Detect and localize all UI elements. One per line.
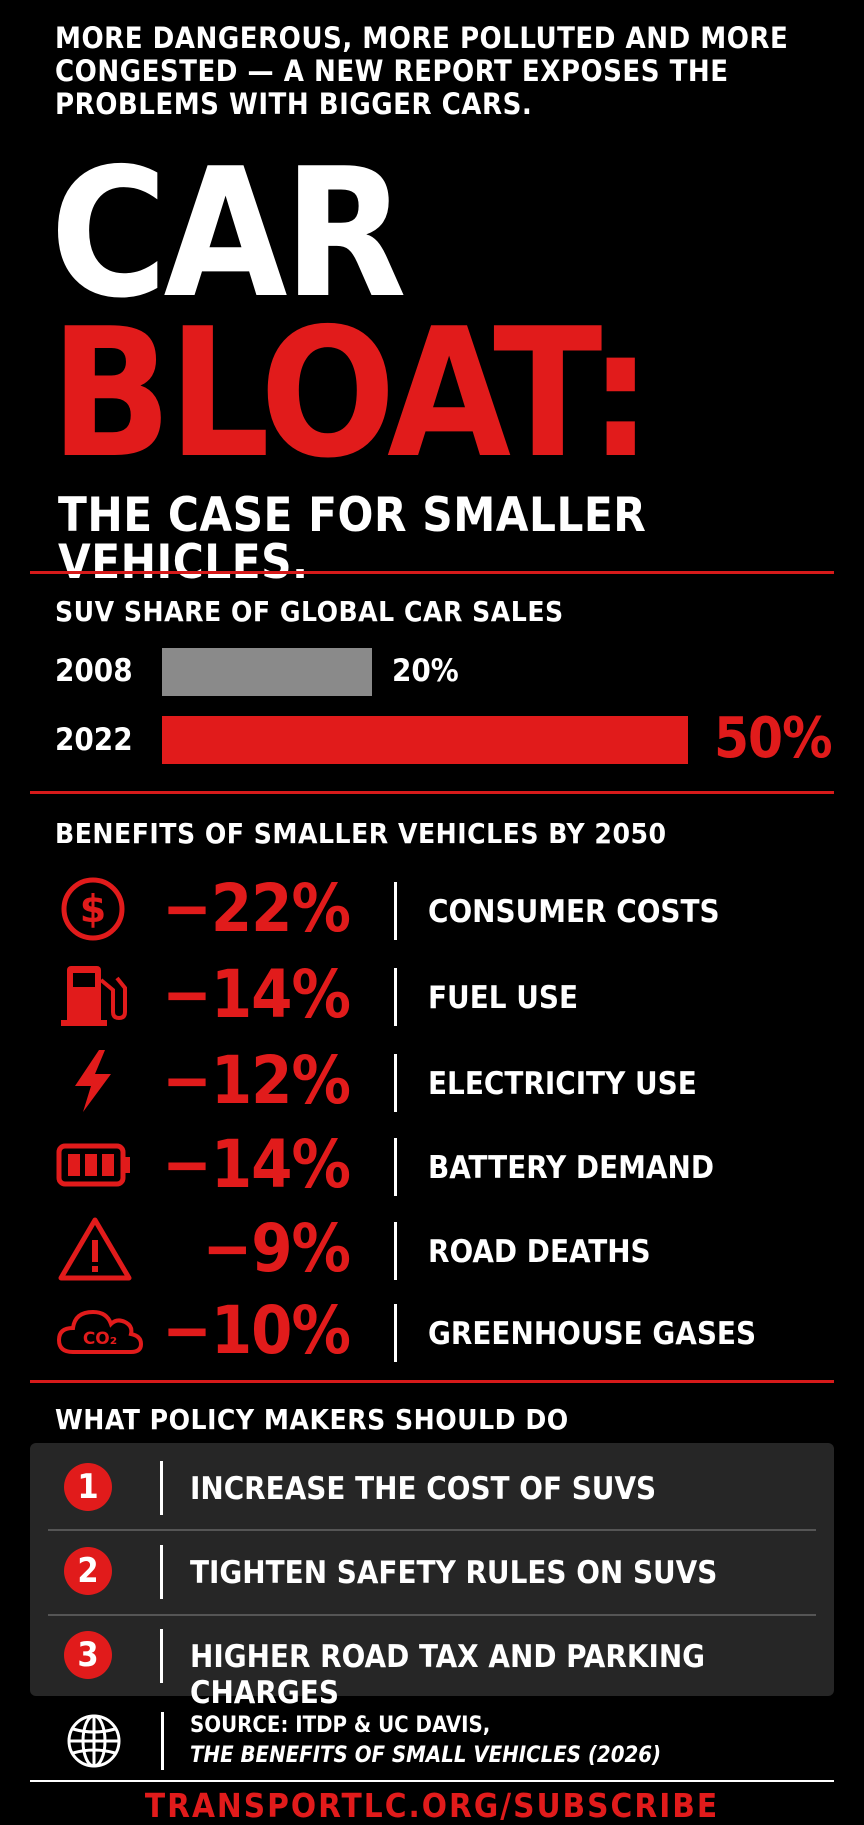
- benefit-value: −9%: [202, 1210, 351, 1287]
- co2-cloud-icon: CO₂: [56, 1309, 144, 1354]
- lightning-icon: [75, 1050, 111, 1112]
- benefit-row: $ −22% CONSUMER COSTS: [0, 866, 864, 952]
- benefit-value: −12%: [162, 1042, 351, 1119]
- benefit-row: CO₂ −10% GREENHOUSE GASES: [0, 1288, 864, 1374]
- policy-panel: 1 INCREASE THE COST OF SUVS 2 TIGHTEN SA…: [30, 1443, 834, 1711]
- number-badge: 3: [64, 1631, 112, 1679]
- separator: [394, 1054, 397, 1112]
- subscribe-link[interactable]: TRANSPORTLC.ORG/SUBSCRIBE: [144, 1786, 720, 1825]
- suv-value-2022: 50%: [714, 706, 833, 771]
- dollar-icon: $: [61, 877, 125, 941]
- separator: [394, 1138, 397, 1196]
- benefit-label: ELECTRICITY USE: [428, 1066, 697, 1102]
- benefit-label: BATTERY DEMAND: [428, 1150, 714, 1186]
- policy-label: INCREASE THE COST OF SUVS: [190, 1471, 657, 1507]
- year-2008: 2008: [55, 653, 133, 689]
- intro-text: MORE DANGEROUS, MORE POLLUTED AND MORE C…: [55, 21, 789, 121]
- globe-icon: [67, 1714, 121, 1768]
- benefit-label: GREENHOUSE GASES: [428, 1316, 757, 1352]
- policy-heading: WHAT POLICY MAKERS SHOULD DO: [55, 1403, 569, 1436]
- separator: [160, 1461, 163, 1515]
- subtitle: THE CASE FOR SMALLER VEHICLES.: [58, 488, 647, 590]
- warning-icon: [58, 1217, 132, 1281]
- benefit-value: −22%: [162, 870, 351, 947]
- policy-label: TIGHTEN SAFETY RULES ON SUVS: [190, 1555, 718, 1591]
- suv-bar-2022: [162, 716, 688, 764]
- number-badge: 1: [64, 1463, 112, 1511]
- benefits-heading: BENEFITS OF SMALLER VEHICLES BY 2050: [55, 817, 667, 850]
- source-line-1: SOURCE: ITDP & UC DAVIS,: [190, 1713, 491, 1738]
- benefit-row: −12% ELECTRICITY USE: [0, 1038, 864, 1124]
- benefit-label: FUEL USE: [428, 980, 579, 1016]
- divider: [30, 1380, 834, 1383]
- year-2022: 2022: [55, 722, 133, 758]
- number-badge: 2: [64, 1547, 112, 1595]
- policy-item: 1 INCREASE THE COST OF SUVS: [30, 1445, 834, 1529]
- suv-share-heading: SUV SHARE OF GLOBAL CAR SALES: [55, 595, 564, 628]
- benefit-value: −14%: [162, 1126, 351, 1203]
- benefit-row: −14% FUEL USE: [0, 952, 864, 1038]
- divider: [30, 1780, 834, 1782]
- separator: [394, 882, 397, 940]
- suv-value-2008: 20%: [392, 653, 459, 689]
- separator: [160, 1545, 163, 1599]
- divider: [30, 571, 834, 574]
- separator: [394, 1304, 397, 1362]
- policy-item: 2 TIGHTEN SAFETY RULES ON SUVS: [30, 1529, 834, 1613]
- battery-icon: [56, 1143, 130, 1187]
- policy-label: HIGHER ROAD TAX AND PARKING CHARGES: [190, 1639, 706, 1711]
- separator: [161, 1712, 164, 1770]
- row-divider: [48, 1614, 816, 1616]
- svg-text:$: $: [80, 887, 106, 931]
- benefit-row: −14% BATTERY DEMAND: [0, 1122, 864, 1208]
- title-bloat: BLOAT:: [50, 290, 653, 497]
- divider: [30, 791, 834, 794]
- benefit-label: CONSUMER COSTS: [428, 894, 720, 930]
- co2-text: CO₂: [83, 1329, 117, 1349]
- benefit-value: −14%: [162, 956, 351, 1033]
- fuel-pump-icon: [61, 966, 127, 1026]
- source-line-2: THE BENEFITS OF SMALL VEHICLES (2026): [190, 1743, 662, 1768]
- benefit-value: −10%: [162, 1292, 351, 1369]
- separator: [394, 1222, 397, 1280]
- row-divider: [48, 1529, 816, 1531]
- separator: [394, 968, 397, 1026]
- benefit-row: −9% ROAD DEATHS: [0, 1206, 864, 1292]
- separator: [160, 1629, 163, 1683]
- benefit-label: ROAD DEATHS: [428, 1234, 651, 1270]
- title-car: CAR: [50, 130, 407, 337]
- suv-bar-2008: [162, 648, 372, 696]
- policy-item: 3 HIGHER ROAD TAX AND PARKING CHARGES: [30, 1613, 834, 1711]
